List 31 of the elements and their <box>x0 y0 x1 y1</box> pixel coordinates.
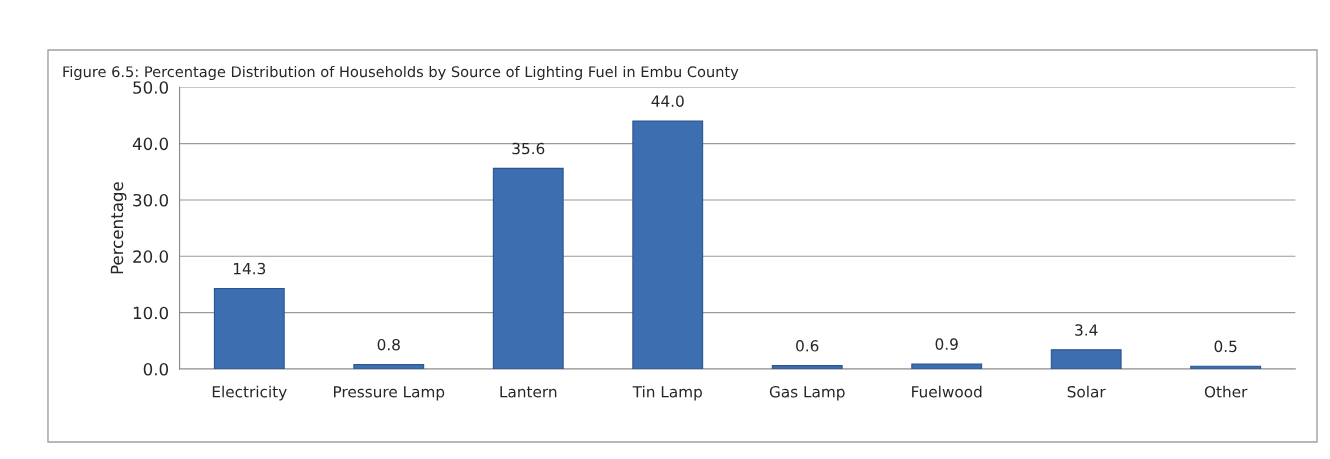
y-tick-label: 10.0 <box>133 306 169 320</box>
x-tick-label: Other <box>1204 385 1248 398</box>
chart-title: Figure 6.5: Percentage Distribution of Households by Source of Lighting Fuel in Embu County <box>63 65 739 81</box>
y-tick-label: 0.0 <box>143 363 169 376</box>
x-tick-label: Fuelwood <box>912 385 982 398</box>
data-label: 35.6 <box>512 142 545 155</box>
data-label: 0.5 <box>1214 340 1237 353</box>
x-tick-label: Electricity <box>212 385 287 401</box>
x-tick-label: Tin Lamp <box>632 385 702 401</box>
y-axis-title: Percentage <box>110 182 127 274</box>
bar <box>911 363 983 370</box>
data-label: 14.3 <box>233 262 266 275</box>
data-label: 3.4 <box>1075 324 1098 336</box>
bar <box>492 167 564 370</box>
x-tick-label: Pressure Lamp <box>334 386 445 401</box>
bar <box>213 287 285 370</box>
data-label: 0.8 <box>377 338 400 351</box>
y-tick-label: 20.0 <box>133 250 169 263</box>
bar <box>632 120 704 370</box>
x-tick-label: Lantern <box>500 386 557 398</box>
bar <box>1050 349 1122 370</box>
data-label: 0.9 <box>935 338 958 350</box>
x-tick-label: Solar <box>1067 385 1106 398</box>
data-label: 44.0 <box>651 95 684 107</box>
data-label: 0.6 <box>796 340 819 352</box>
y-tick-label: 30.0 <box>133 193 169 207</box>
bar <box>771 365 843 370</box>
y-tick-label: 50.0 <box>133 81 169 94</box>
bar <box>353 363 425 370</box>
y-tick-label: 40.0 <box>132 137 169 151</box>
x-tick-label: Gas Lamp <box>769 385 845 401</box>
